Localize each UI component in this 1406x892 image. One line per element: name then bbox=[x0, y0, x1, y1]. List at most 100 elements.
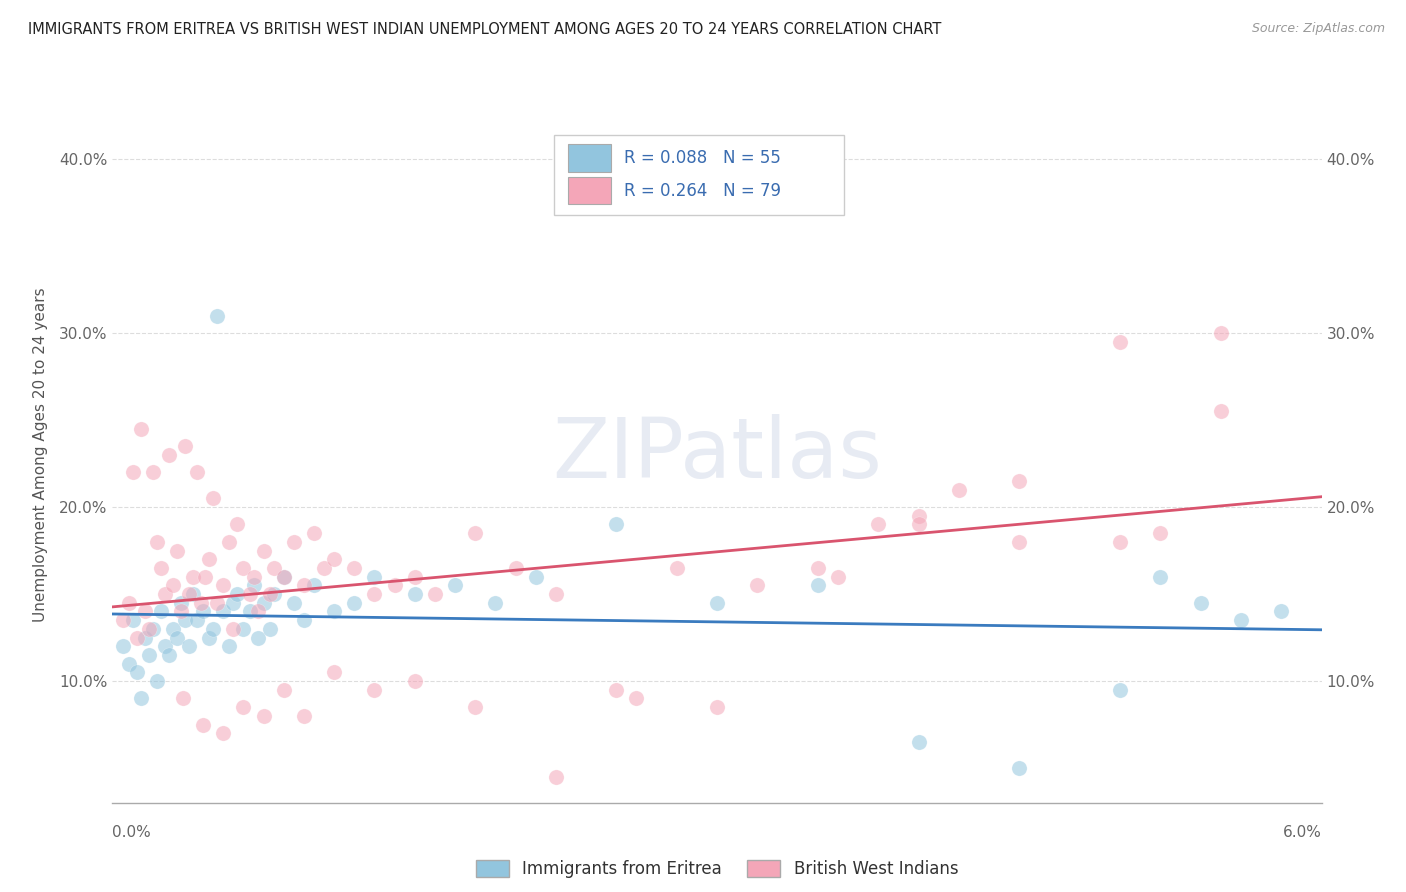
Point bbox=[484, 596, 506, 610]
Point bbox=[259, 622, 281, 636]
Text: 0.0%: 0.0% bbox=[112, 825, 152, 840]
Point bbox=[111, 613, 134, 627]
Point bbox=[1230, 613, 1253, 627]
Point bbox=[444, 578, 467, 592]
Point bbox=[1109, 534, 1132, 549]
Point bbox=[1209, 404, 1232, 418]
Point bbox=[1149, 526, 1171, 541]
Point bbox=[191, 605, 215, 619]
Text: IMMIGRANTS FROM ERITREA VS BRITISH WEST INDIAN UNEMPLOYMENT AMONG AGES 20 TO 24 : IMMIGRANTS FROM ERITREA VS BRITISH WEST … bbox=[28, 22, 942, 37]
Text: R = 0.264   N = 79: R = 0.264 N = 79 bbox=[624, 182, 780, 200]
Point bbox=[363, 587, 385, 601]
Point bbox=[747, 578, 769, 592]
Point bbox=[149, 561, 172, 575]
Y-axis label: Unemployment Among Ages 20 to 24 years: Unemployment Among Ages 20 to 24 years bbox=[32, 287, 48, 623]
FancyBboxPatch shape bbox=[568, 144, 610, 172]
Point bbox=[665, 561, 688, 575]
Point bbox=[423, 587, 446, 601]
Point bbox=[157, 648, 180, 662]
Legend: Immigrants from Eritrea, British West Indians: Immigrants from Eritrea, British West In… bbox=[470, 854, 965, 885]
Point bbox=[174, 439, 197, 453]
Point bbox=[174, 613, 197, 627]
Point bbox=[142, 466, 165, 480]
Point bbox=[232, 700, 254, 714]
Point bbox=[1149, 570, 1171, 584]
Point bbox=[505, 561, 527, 575]
Point bbox=[807, 561, 830, 575]
Point bbox=[292, 708, 315, 723]
Point bbox=[253, 596, 276, 610]
Point bbox=[191, 717, 215, 731]
Point bbox=[238, 587, 260, 601]
Point bbox=[177, 639, 200, 653]
Point bbox=[218, 639, 240, 653]
Point bbox=[153, 639, 176, 653]
Point bbox=[302, 578, 325, 592]
FancyBboxPatch shape bbox=[554, 135, 844, 215]
Point bbox=[121, 466, 143, 480]
Point bbox=[263, 587, 285, 601]
Point bbox=[273, 682, 295, 697]
Point bbox=[129, 422, 152, 436]
Point bbox=[706, 700, 728, 714]
Point bbox=[312, 561, 335, 575]
Point bbox=[404, 674, 426, 689]
Point bbox=[181, 570, 204, 584]
Point bbox=[177, 587, 200, 601]
Point bbox=[190, 596, 212, 610]
Point bbox=[125, 665, 148, 680]
Point bbox=[186, 613, 208, 627]
Point bbox=[232, 622, 254, 636]
Text: Source: ZipAtlas.com: Source: ZipAtlas.com bbox=[1251, 22, 1385, 36]
Point bbox=[323, 552, 346, 566]
Point bbox=[222, 596, 245, 610]
Point bbox=[142, 622, 165, 636]
Point bbox=[907, 517, 929, 532]
Point bbox=[166, 543, 188, 558]
Point bbox=[1189, 596, 1212, 610]
Point bbox=[232, 561, 254, 575]
Point bbox=[146, 674, 169, 689]
Point bbox=[263, 561, 285, 575]
Point bbox=[146, 534, 169, 549]
Point bbox=[202, 491, 225, 506]
Point bbox=[273, 570, 295, 584]
Point bbox=[404, 587, 426, 601]
Text: ZIPatlas: ZIPatlas bbox=[553, 415, 882, 495]
Point bbox=[212, 605, 235, 619]
Point bbox=[212, 578, 235, 592]
Point bbox=[1008, 761, 1031, 775]
Point bbox=[134, 631, 156, 645]
Point bbox=[153, 587, 176, 601]
Point bbox=[323, 665, 346, 680]
Point bbox=[524, 570, 547, 584]
Text: R = 0.088   N = 55: R = 0.088 N = 55 bbox=[624, 149, 780, 167]
Point bbox=[198, 631, 221, 645]
Point bbox=[172, 691, 194, 706]
Point bbox=[827, 570, 849, 584]
Point bbox=[242, 570, 264, 584]
Point bbox=[157, 448, 180, 462]
Point bbox=[138, 648, 160, 662]
Point bbox=[170, 596, 193, 610]
Point bbox=[170, 605, 193, 619]
Point bbox=[218, 534, 240, 549]
Point bbox=[253, 708, 276, 723]
Point bbox=[162, 578, 184, 592]
FancyBboxPatch shape bbox=[568, 177, 610, 204]
Point bbox=[1209, 326, 1232, 340]
Point bbox=[363, 682, 385, 697]
Point bbox=[222, 622, 245, 636]
Point bbox=[117, 596, 139, 610]
Point bbox=[323, 605, 346, 619]
Point bbox=[207, 596, 229, 610]
Point bbox=[253, 543, 276, 558]
Point bbox=[706, 596, 728, 610]
Point bbox=[226, 517, 249, 532]
Point bbox=[138, 622, 160, 636]
Point bbox=[125, 631, 148, 645]
Point bbox=[1109, 682, 1132, 697]
Point bbox=[202, 622, 225, 636]
Point bbox=[212, 726, 235, 740]
Point bbox=[292, 578, 315, 592]
